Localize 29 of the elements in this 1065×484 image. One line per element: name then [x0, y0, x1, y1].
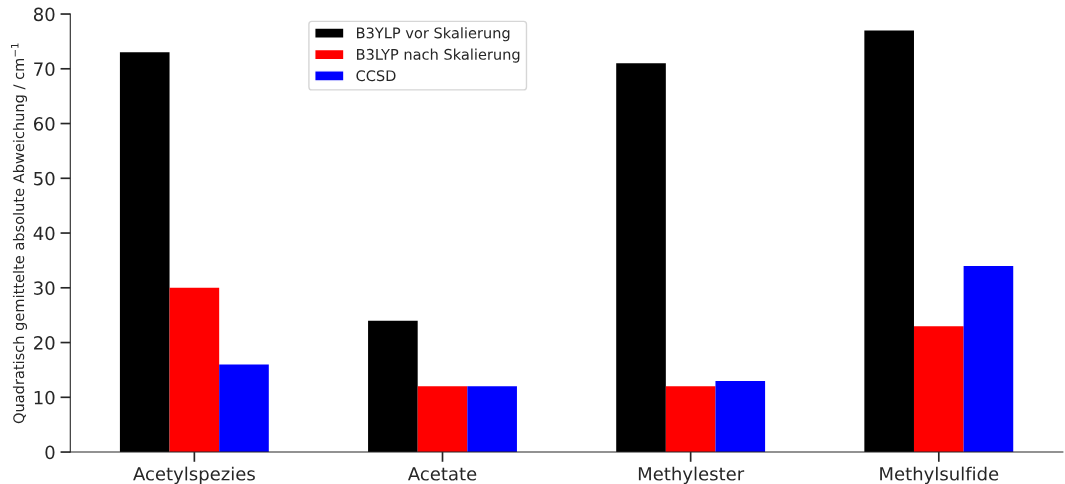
- bar: [169, 287, 220, 453]
- bar: [665, 386, 716, 453]
- y-tick-label: 80: [33, 7, 55, 22]
- y-tick-label: 70: [34, 62, 55, 76]
- bar: [467, 386, 517, 453]
- bar: [119, 52, 170, 453]
- bar: [963, 265, 1014, 453]
- x-tick-label: Methylsulfide: [880, 466, 999, 484]
- bar: [864, 30, 914, 453]
- y-tick-label: 30: [34, 281, 55, 295]
- bar: [219, 364, 269, 453]
- x-tick-label: Acetylspezies: [133, 466, 255, 484]
- y-tick-label: 40: [33, 226, 55, 241]
- y-tick-label: 20: [34, 336, 55, 350]
- x-tick-label: Acetate: [407, 467, 477, 481]
- y-tick-label: 50: [34, 171, 55, 186]
- bar: [417, 386, 468, 453]
- y-tick-label: 0: [45, 445, 55, 460]
- y-tick-label: 60: [33, 117, 55, 131]
- bar: [616, 63, 666, 453]
- bar: [715, 380, 766, 453]
- bar: [913, 326, 964, 453]
- y-axis-title: Quadratisch gemittelte absolute Abweichung / cm$^{−1}$: [10, 43, 28, 424]
- x-tick-label: Methylester: [638, 466, 745, 484]
- y-tick-label: 10: [34, 390, 55, 405]
- legend-label: B3YLP vor Skalierung: [357, 27, 510, 42]
- legend-label: CCSD: [356, 70, 396, 82]
- legend-label: B3LYP nach Skalierung: [357, 48, 520, 63]
- bar: [368, 320, 418, 453]
